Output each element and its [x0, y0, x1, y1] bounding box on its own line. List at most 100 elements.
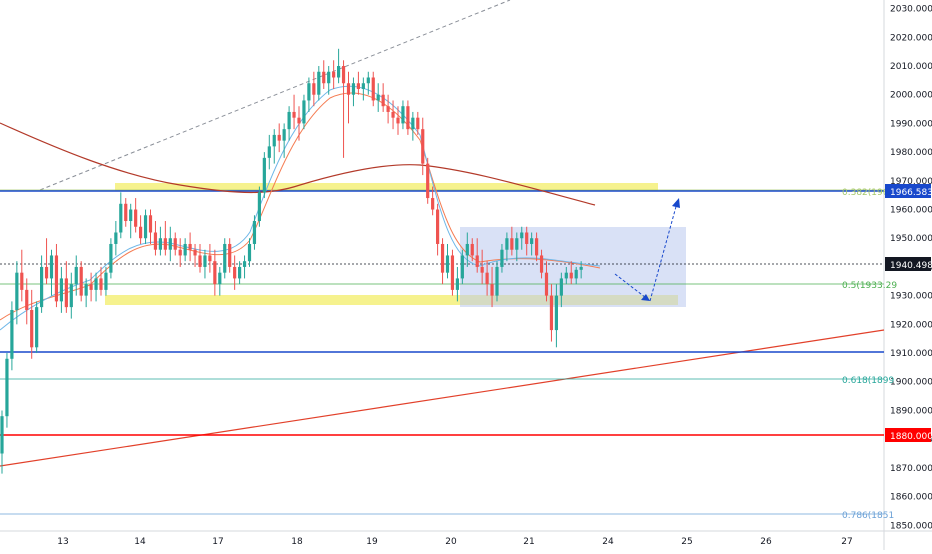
- candle-body[interactable]: [377, 95, 380, 101]
- candle-body[interactable]: [55, 255, 58, 301]
- candle-body[interactable]: [273, 135, 276, 146]
- candle-body[interactable]: [0, 416, 3, 453]
- candle-body[interactable]: [476, 255, 479, 266]
- candle-body[interactable]: [253, 221, 256, 244]
- candle-body[interactable]: [362, 83, 365, 89]
- candle-body[interactable]: [169, 238, 172, 249]
- candle-body[interactable]: [278, 135, 281, 141]
- candle-body[interactable]: [461, 255, 464, 278]
- candle-body[interactable]: [258, 192, 261, 221]
- candle-body[interactable]: [10, 310, 13, 359]
- candle-body[interactable]: [154, 232, 157, 249]
- candle-body[interactable]: [65, 278, 68, 307]
- candle-body[interactable]: [570, 273, 573, 279]
- candle-body[interactable]: [189, 244, 192, 250]
- candle-body[interactable]: [20, 273, 23, 290]
- candle-body[interactable]: [45, 267, 48, 278]
- candle-body[interactable]: [575, 270, 578, 279]
- candle-body[interactable]: [40, 267, 43, 307]
- candle-body[interactable]: [164, 238, 167, 249]
- candle-body[interactable]: [193, 250, 196, 256]
- candle-body[interactable]: [129, 210, 132, 221]
- candle-body[interactable]: [486, 273, 489, 284]
- candle-body[interactable]: [208, 255, 211, 261]
- candle-body[interactable]: [367, 77, 370, 83]
- candle-body[interactable]: [94, 278, 97, 289]
- candle-body[interactable]: [312, 83, 315, 94]
- candle-body[interactable]: [179, 250, 182, 256]
- candle-body[interactable]: [198, 255, 201, 266]
- candle-body[interactable]: [327, 72, 330, 83]
- candle-body[interactable]: [411, 118, 414, 129]
- candle-body[interactable]: [416, 118, 419, 129]
- candle-body[interactable]: [292, 112, 295, 118]
- candle-body[interactable]: [60, 278, 63, 301]
- candle-body[interactable]: [406, 106, 409, 129]
- candle-body[interactable]: [565, 273, 568, 279]
- candle-body[interactable]: [174, 238, 177, 249]
- candle-body[interactable]: [307, 83, 310, 100]
- candle-body[interactable]: [144, 215, 147, 238]
- candle-body[interactable]: [35, 307, 38, 347]
- candle-body[interactable]: [505, 238, 508, 249]
- candle-body[interactable]: [124, 204, 127, 221]
- candle-body[interactable]: [337, 66, 340, 77]
- candle-body[interactable]: [515, 238, 518, 249]
- candle-body[interactable]: [372, 77, 375, 100]
- candle-body[interactable]: [510, 238, 513, 249]
- candle-body[interactable]: [104, 273, 107, 290]
- candle-body[interactable]: [90, 284, 93, 290]
- candle-body[interactable]: [297, 118, 300, 124]
- candle-body[interactable]: [134, 210, 137, 227]
- candle-body[interactable]: [15, 273, 18, 310]
- candle-body[interactable]: [436, 210, 439, 244]
- candle-body[interactable]: [471, 244, 474, 255]
- candle-body[interactable]: [441, 244, 444, 273]
- candle-body[interactable]: [490, 284, 493, 295]
- candle-body[interactable]: [80, 267, 83, 296]
- candle-body[interactable]: [535, 238, 538, 255]
- candle-body[interactable]: [114, 232, 117, 243]
- candle-body[interactable]: [456, 278, 459, 289]
- candle-body[interactable]: [5, 359, 8, 416]
- candle-body[interactable]: [426, 164, 429, 198]
- candle-body[interactable]: [540, 255, 543, 272]
- candle-body[interactable]: [396, 118, 399, 124]
- candle-body[interactable]: [347, 83, 350, 94]
- candle-body[interactable]: [421, 129, 424, 163]
- candle-body[interactable]: [332, 72, 335, 78]
- candle-body[interactable]: [560, 278, 563, 295]
- candle-body[interactable]: [184, 244, 187, 255]
- candle-body[interactable]: [550, 296, 553, 330]
- candle-body[interactable]: [352, 83, 355, 94]
- candle-body[interactable]: [495, 267, 498, 296]
- candle-body[interactable]: [203, 255, 206, 266]
- candle-body[interactable]: [25, 290, 28, 310]
- candle-body[interactable]: [451, 255, 454, 289]
- candle-body[interactable]: [401, 106, 404, 123]
- candle-body[interactable]: [50, 255, 53, 278]
- candle-body[interactable]: [302, 100, 305, 123]
- candle-body[interactable]: [228, 244, 231, 267]
- candle-body[interactable]: [288, 112, 291, 129]
- candle-body[interactable]: [213, 261, 216, 284]
- candle-body[interactable]: [446, 255, 449, 272]
- candle-body[interactable]: [70, 284, 73, 307]
- candle-body[interactable]: [545, 273, 548, 296]
- candle-body[interactable]: [466, 244, 469, 255]
- candle-body[interactable]: [555, 296, 558, 330]
- candle-body[interactable]: [159, 238, 162, 249]
- candle-body[interactable]: [431, 198, 434, 209]
- candle-body[interactable]: [149, 215, 152, 232]
- candle-body[interactable]: [99, 278, 102, 289]
- candle-body[interactable]: [317, 72, 320, 95]
- candle-body[interactable]: [139, 227, 142, 238]
- candle-body[interactable]: [75, 267, 78, 284]
- candle-body[interactable]: [525, 232, 528, 243]
- candle-body[interactable]: [520, 232, 523, 238]
- candle-body[interactable]: [382, 95, 385, 106]
- candle-body[interactable]: [218, 273, 221, 284]
- candle-body[interactable]: [387, 106, 390, 112]
- candle-body[interactable]: [248, 244, 251, 261]
